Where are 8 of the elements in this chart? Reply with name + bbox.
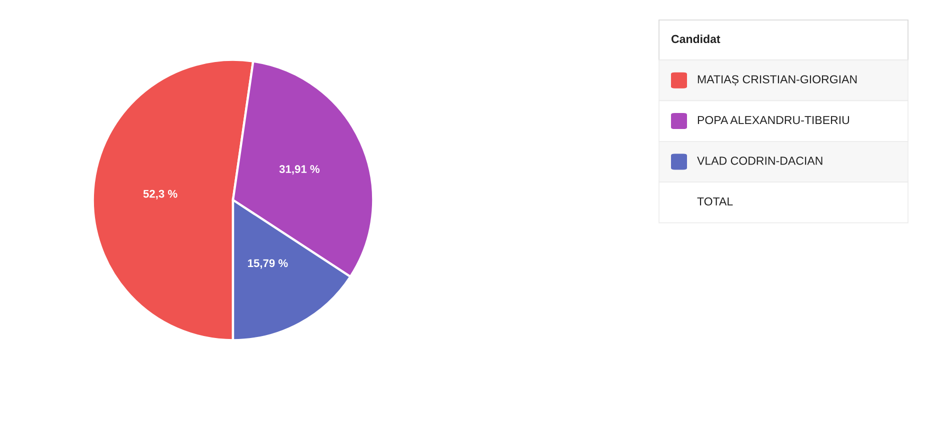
- data-label: 52,3 %: [143, 190, 178, 200]
- data-label: 15,79 %: [248, 259, 288, 269]
- legend-label: VLAD CODRIN-DACIAN: [697, 156, 822, 165]
- legend-label: MATIAȘ CRISTIAN-GIORGIAN: [698, 75, 857, 86]
- text: TOTAL: [697, 197, 733, 206]
- data-label: 31,91 %: [279, 165, 320, 175]
- legend-label: POPA ALEXANDRU-TIBERIU: [698, 116, 850, 124]
- legend-title: Candidat: [671, 34, 720, 44]
